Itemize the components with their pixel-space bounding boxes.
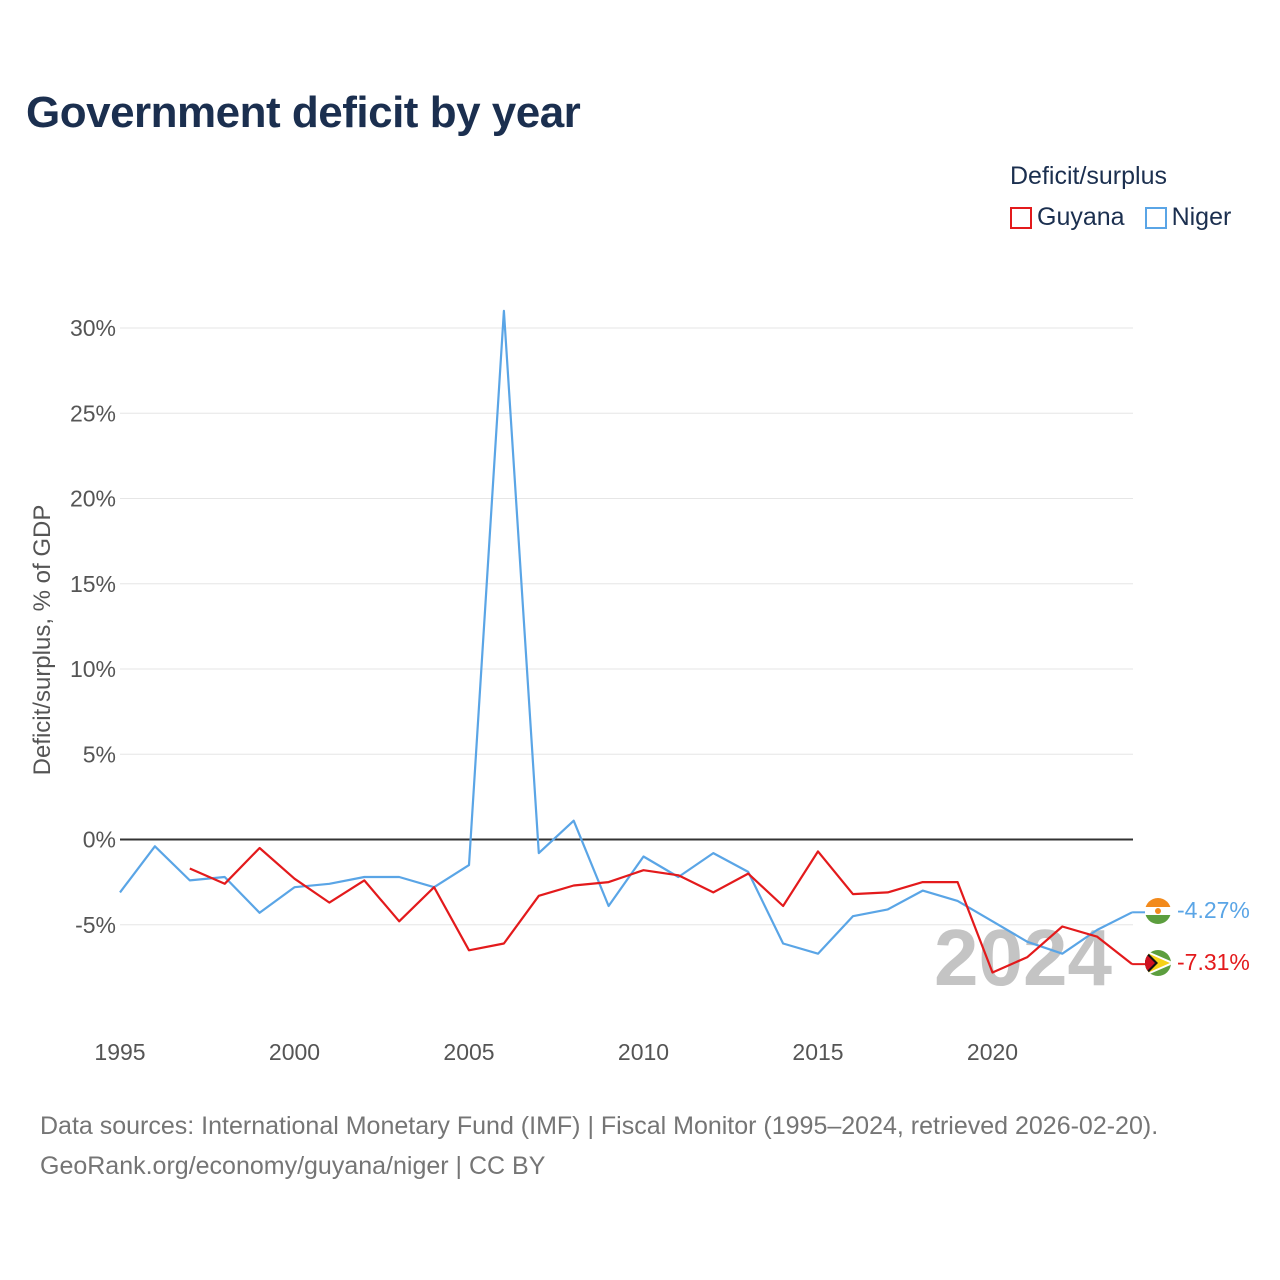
x-tick-label: 2005 [443,1039,494,1065]
y-tick-label: 5% [83,741,116,767]
legend-item-niger[interactable]: Niger [1144,203,1232,232]
niger-end-label: -4.27% [1177,897,1250,923]
legend-label-guyana: Guyana [1037,203,1125,231]
series-lines [119,309,1145,974]
y-axis-label: Deficit/surplus, % of GDP [29,505,56,776]
y-tick-label: 15% [70,571,116,597]
y-tick-label: 30% [70,315,116,341]
legend-label-niger: Niger [1171,203,1232,231]
y-tick-label: 25% [70,400,116,426]
legend-swatch-niger [1144,206,1167,229]
y-tick-label: -5% [75,912,116,938]
x-tick-label: 1995 [94,1039,145,1065]
x-axis-ticks: 1995 2000 2005 2010 2015 2020 [94,1039,1018,1065]
x-tick-label: 2000 [269,1039,320,1065]
niger-flag-icon [1145,898,1171,924]
legend-swatch-guyana [1010,206,1032,229]
legend-title: Deficit/surplus [1010,162,1167,190]
legend-item-guyana[interactable]: Guyana [1010,203,1125,232]
gridlines [120,327,1133,926]
y-axis-ticks: 30% 25% 20% 15% 10% 5% 0% -5% [70,315,116,938]
guyana-flag-icon [1145,950,1171,976]
y-tick-label: 10% [70,656,116,682]
footer: Data sources: International Monetary Fun… [40,1106,1158,1186]
source-url[interactable]: GeoRank.org/economy/guyana/niger | CC BY [40,1152,546,1180]
x-tick-label: 2020 [967,1039,1018,1065]
data-source-note: Data sources: International Monetary Fun… [40,1112,1159,1140]
chart-title: Government deficit by year [26,88,581,137]
y-tick-label: 0% [83,827,116,853]
series-line-guyana[interactable] [189,846,1133,974]
x-tick-label: 2010 [618,1039,669,1065]
year-watermark: 2024 [934,913,1112,1002]
series-line-niger[interactable] [119,309,1133,955]
legend: Guyana Niger [1010,203,1251,232]
y-tick-label: 20% [70,486,116,512]
x-tick-label: 2015 [792,1039,843,1065]
guyana-end-label: -7.31% [1177,949,1250,975]
